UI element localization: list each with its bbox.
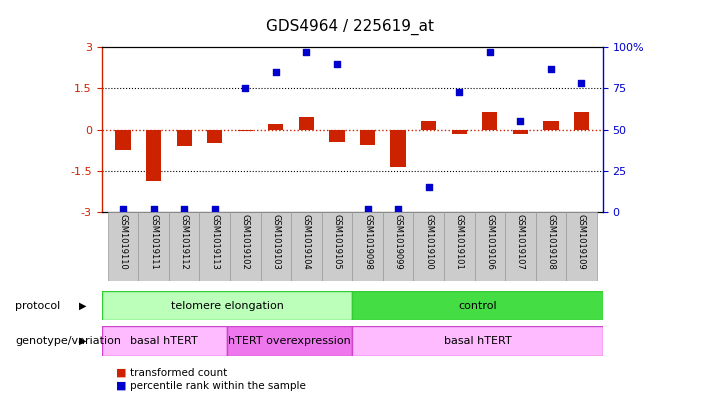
Bar [353, 326, 603, 356]
Bar [116, 130, 130, 150]
Bar [230, 212, 261, 281]
Bar [200, 212, 230, 281]
Bar [482, 112, 498, 130]
Point [209, 206, 220, 212]
Bar [227, 326, 353, 356]
Point [271, 69, 282, 75]
Bar [146, 130, 161, 180]
Point [118, 206, 129, 212]
Text: GDS4964 / 225619_at: GDS4964 / 225619_at [266, 19, 435, 35]
Point [454, 88, 465, 95]
Text: telomere elongation: telomere elongation [170, 301, 283, 310]
Point [484, 49, 496, 55]
Point [301, 49, 312, 55]
Bar [383, 212, 414, 281]
Bar [353, 212, 383, 281]
Text: ■: ■ [116, 381, 126, 391]
Bar [536, 212, 566, 281]
Text: transformed count: transformed count [130, 367, 227, 378]
Text: GSM1019113: GSM1019113 [210, 214, 219, 270]
Text: GSM1019101: GSM1019101 [455, 214, 464, 270]
Bar [414, 212, 444, 281]
Bar [108, 212, 138, 281]
Text: hTERT overexpression: hTERT overexpression [229, 336, 351, 346]
Bar [238, 130, 253, 131]
Bar [421, 121, 436, 130]
Text: GSM1019105: GSM1019105 [332, 214, 341, 270]
Bar [299, 117, 314, 130]
Text: percentile rank within the sample: percentile rank within the sample [130, 381, 306, 391]
Text: genotype/variation: genotype/variation [15, 336, 121, 346]
Bar [138, 212, 169, 281]
Bar [390, 130, 406, 167]
Bar [451, 130, 467, 134]
Point [240, 85, 251, 92]
Text: GSM1019100: GSM1019100 [424, 214, 433, 270]
Text: GSM1019112: GSM1019112 [179, 214, 189, 270]
Bar [543, 121, 559, 130]
Bar [291, 212, 322, 281]
Text: GSM1019098: GSM1019098 [363, 214, 372, 270]
Bar [102, 291, 353, 320]
Bar [574, 112, 589, 130]
Bar [444, 212, 475, 281]
Bar [329, 130, 345, 142]
Text: GSM1019108: GSM1019108 [546, 214, 555, 270]
Text: basal hTERT: basal hTERT [130, 336, 198, 346]
Text: ▶: ▶ [79, 336, 86, 346]
Bar [261, 212, 291, 281]
Text: GSM1019102: GSM1019102 [240, 214, 250, 270]
Text: GSM1019104: GSM1019104 [302, 214, 311, 270]
Bar [177, 130, 192, 146]
Point [332, 61, 343, 67]
Bar [566, 212, 597, 281]
Text: GSM1019106: GSM1019106 [485, 214, 494, 270]
Bar [268, 124, 283, 130]
Point [423, 184, 434, 191]
Point [545, 66, 557, 72]
Text: GSM1019109: GSM1019109 [577, 214, 586, 270]
Bar [505, 212, 536, 281]
Point [362, 206, 373, 212]
Point [576, 80, 587, 86]
Bar [102, 326, 227, 356]
Bar [322, 212, 353, 281]
Bar [207, 130, 222, 143]
Bar [353, 291, 603, 320]
Point [179, 206, 190, 212]
Text: GSM1019111: GSM1019111 [149, 214, 158, 270]
Text: control: control [458, 301, 497, 310]
Bar [169, 212, 200, 281]
Bar [475, 212, 505, 281]
Bar [360, 130, 375, 145]
Text: GSM1019107: GSM1019107 [516, 214, 525, 270]
Text: GSM1019103: GSM1019103 [271, 214, 280, 270]
Text: ■: ■ [116, 367, 126, 378]
Point [148, 206, 159, 212]
Point [515, 118, 526, 125]
Text: protocol: protocol [15, 301, 61, 310]
Text: GSM1019099: GSM1019099 [393, 214, 402, 270]
Text: GSM1019110: GSM1019110 [118, 214, 128, 270]
Text: ▶: ▶ [79, 301, 86, 310]
Bar [512, 130, 528, 134]
Point [393, 206, 404, 212]
Text: basal hTERT: basal hTERT [444, 336, 512, 346]
